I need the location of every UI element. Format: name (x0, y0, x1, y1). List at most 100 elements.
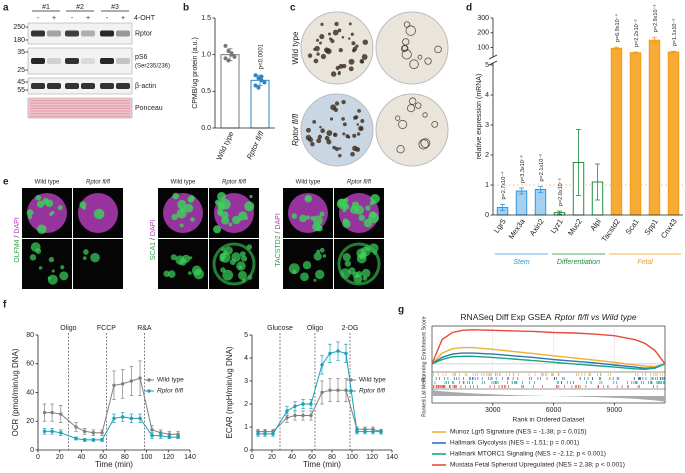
organoid (407, 104, 415, 113)
y-tick-label: 80 (26, 332, 34, 339)
y-tick-label: 4 (244, 355, 248, 362)
data-point (309, 413, 313, 418)
x-axis-label: Time (min) (303, 460, 341, 469)
marker-signal (288, 263, 300, 275)
data-point (371, 429, 375, 434)
organoid (398, 119, 408, 129)
data-point (74, 436, 78, 441)
annotation: p=1.1x10⁻² (672, 19, 678, 47)
y-tick-label: 60 (26, 361, 34, 368)
stain-label: OLFM4 / DAPI (14, 217, 21, 263)
organoid (319, 34, 325, 40)
organoid-well (375, 11, 449, 85)
ponceau-streak (30, 110, 130, 112)
data-point (328, 351, 332, 356)
marker-signal (177, 199, 187, 210)
x-tick-label: 3000 (485, 407, 501, 414)
marker-signal (292, 269, 297, 275)
marker-signal (48, 256, 55, 263)
data-point (226, 49, 231, 53)
organoid-well (375, 93, 449, 167)
marker-signal (163, 270, 170, 277)
series-line (431, 329, 666, 365)
marker-signal (213, 225, 222, 234)
organoid (329, 117, 334, 121)
x-tick-label: 100 (346, 454, 358, 461)
organoid (360, 60, 364, 64)
marker-ring (212, 242, 256, 286)
event-label: R&A (137, 325, 152, 332)
panel-label: e (3, 177, 9, 188)
mw-marker: 45 (17, 79, 25, 86)
marker-signal (219, 252, 227, 260)
marker-signal (368, 243, 379, 253)
organoid (360, 119, 365, 123)
organoid (356, 123, 360, 126)
marker-signal (28, 215, 33, 219)
organoid (312, 119, 317, 124)
data-point (253, 73, 258, 78)
stain-counter: DAPI (14, 217, 21, 233)
data-point (50, 410, 54, 415)
data-point (336, 388, 340, 392)
y-tick-label: 1 (244, 424, 248, 431)
data-point (176, 435, 180, 439)
stain-separator: / (14, 234, 21, 240)
x-tick-label: 20 (268, 454, 276, 461)
organoid (337, 28, 342, 33)
organoid (350, 151, 355, 157)
data-point (344, 351, 348, 356)
legend-label: Wild type (359, 377, 386, 384)
data-point (256, 85, 261, 90)
organoid (307, 53, 313, 58)
legend-marker (147, 389, 151, 393)
group-label: Fetal (637, 259, 653, 266)
data-point (100, 431, 104, 435)
marker-signal (172, 192, 179, 200)
group-label: Stem (513, 259, 530, 266)
organoid (422, 112, 428, 118)
organoid (434, 45, 442, 54)
y-axis-label: CPMB/ug protein (a.u.) (192, 37, 199, 109)
group-label: Differentiation (557, 259, 600, 266)
organoid (338, 63, 344, 69)
group-label: #2 (76, 4, 84, 11)
y-tick-label: 1.0 (201, 52, 211, 59)
data-point (262, 80, 267, 85)
organoid (357, 108, 361, 113)
dapi-signal (27, 193, 67, 233)
marker-signal (238, 270, 247, 280)
organoid (341, 99, 346, 105)
marker-signal (342, 208, 347, 213)
data-point (167, 432, 172, 436)
bar (648, 39, 661, 216)
data-point (74, 425, 78, 429)
organoid (338, 47, 343, 53)
stain-separator: / (275, 230, 282, 236)
x-tick-label: Tacstd2 (600, 217, 622, 243)
data-point (256, 76, 261, 81)
annotation: p<0.0001 (259, 43, 265, 69)
annotation: p=2.9x10⁻³ (653, 5, 659, 33)
blot-band (100, 30, 114, 37)
marker-signal (83, 249, 89, 255)
marker-signal (229, 258, 236, 266)
x-tick-label: Lyz1 (548, 217, 564, 235)
x-tick-label: 80 (328, 454, 336, 461)
marker-signal (47, 276, 51, 280)
organoid (403, 21, 411, 28)
data-point (229, 51, 234, 56)
blot-membrane (27, 47, 133, 75)
data-point (336, 349, 340, 353)
y-tick-label: 200 (477, 30, 489, 37)
chart-title: RNASeq Diff Exp GSEA Rptor fl/fl vs Wild … (460, 312, 636, 322)
data-point (309, 402, 313, 406)
organoid (361, 54, 368, 60)
event-label: Glucose (267, 325, 293, 332)
y-tick-label: 3 (244, 378, 248, 385)
blot-membrane (27, 77, 133, 95)
organoid (352, 46, 358, 52)
y-tick-label: 1.5 (201, 15, 211, 22)
legend-label: Hallmark Glycolysis (NES = -1.51; p = 0.… (450, 440, 579, 447)
